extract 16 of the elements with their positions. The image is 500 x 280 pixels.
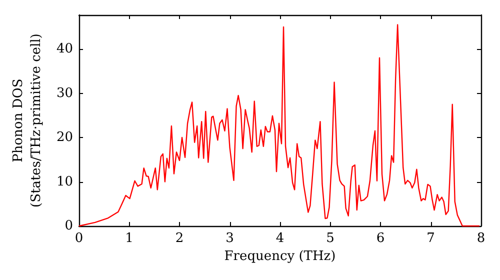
y-tick-label: 10 [56,174,73,190]
x-axis-title: Frequency (THz) [224,249,336,264]
x-tick-label: 5 [326,231,334,246]
y-tick-label: 30 [56,86,73,101]
y-tick-label: 20 [56,130,73,146]
x-tick-label: 8 [476,231,486,246]
y-tick-label: 0 [64,218,73,234]
x-tick-label: 4 [276,231,284,246]
x-tick-label: 1 [125,231,134,246]
x-tick-label: 2 [175,231,184,246]
x-tick-label: 3 [226,231,234,246]
y-axis-title: Phonon DOS (States/THz·primitive cell) [11,33,44,208]
y-tick-label: 40 [56,42,73,57]
x-tick-label: 0 [74,231,84,246]
x-tick-label: 6 [376,231,385,246]
x-tick-label: 7 [426,231,435,246]
